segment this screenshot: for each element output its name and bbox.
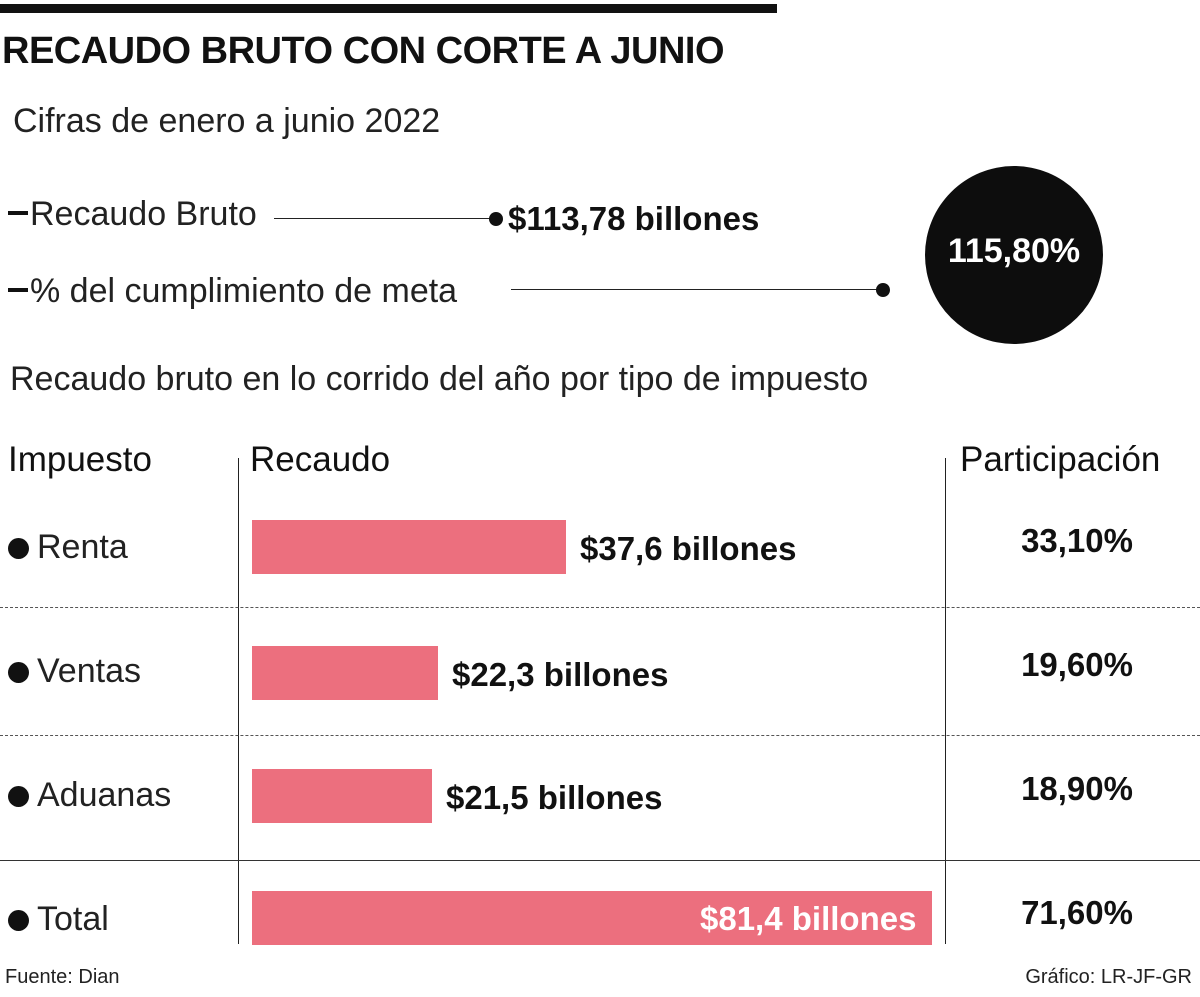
total-separator <box>0 860 1200 861</box>
category-label: Aduanas <box>37 776 172 814</box>
row-label-ventas: Ventas <box>8 652 141 691</box>
share-label-aduanas: 18,90% <box>1021 770 1133 807</box>
value-label-ventas: $22,3 billones <box>452 656 669 693</box>
column-header-recaudo: Recaudo <box>250 440 391 479</box>
goal-connector-dot <box>876 283 890 297</box>
gross-connector-dot <box>489 212 503 226</box>
value-label-renta: $37,6 billones <box>580 530 797 567</box>
goal-value: 115,80% <box>947 232 1081 270</box>
category-label: Ventas <box>37 652 141 690</box>
bullet-icon <box>8 538 29 559</box>
goal-label: % del cumplimiento de meta <box>8 272 457 311</box>
row-separator <box>0 607 1200 608</box>
value-label-aduanas: $21,5 billones <box>446 779 663 816</box>
gross-label: Recaudo Bruto <box>8 195 257 234</box>
value-label-total: $81,4 billones <box>700 900 917 937</box>
bullet-icon <box>8 662 29 683</box>
gross-label-text: Recaudo Bruto <box>30 195 257 233</box>
source-note: Fuente: Dian <box>5 966 120 988</box>
dash-marker <box>8 288 28 293</box>
bar-aduanas <box>252 769 432 823</box>
share-label-total: 71,60% <box>1021 894 1133 931</box>
gross-connector <box>274 218 494 219</box>
row-label-renta: Renta <box>8 528 128 567</box>
chart-subtitle: Cifras de enero a junio 2022 <box>13 102 441 140</box>
goal-connector <box>511 289 883 290</box>
gross-value: $113,78 billones <box>508 200 760 237</box>
top-rule <box>0 4 777 13</box>
column-divider-right <box>945 458 946 944</box>
row-separator <box>0 735 1200 736</box>
bullet-icon <box>8 910 29 931</box>
bar-ventas <box>252 646 438 700</box>
bullet-icon <box>8 786 29 807</box>
column-divider-left <box>238 458 239 944</box>
column-header-impuesto: Impuesto <box>8 440 152 479</box>
chart-title: RECAUDO BRUTO CON CORTE A JUNIO <box>2 30 725 72</box>
category-label: Total <box>37 900 109 938</box>
goal-label-text: % del cumplimiento de meta <box>30 272 458 310</box>
share-label-renta: 33,10% <box>1021 522 1133 559</box>
section-label: Recaudo bruto en lo corrido del año por … <box>10 360 869 398</box>
row-label-aduanas: Aduanas <box>8 776 171 815</box>
bar-total <box>252 891 932 945</box>
bar-renta <box>252 520 566 574</box>
share-label-ventas: 19,60% <box>1021 646 1133 683</box>
column-header-participacion: Participación <box>960 440 1161 479</box>
dash-marker <box>8 211 28 216</box>
credit-note: Gráfico: LR-JF-GR <box>1025 966 1192 988</box>
goal-circle: 115,80% <box>925 166 1103 344</box>
category-label: Renta <box>37 528 128 566</box>
row-label-total: Total <box>8 900 109 939</box>
